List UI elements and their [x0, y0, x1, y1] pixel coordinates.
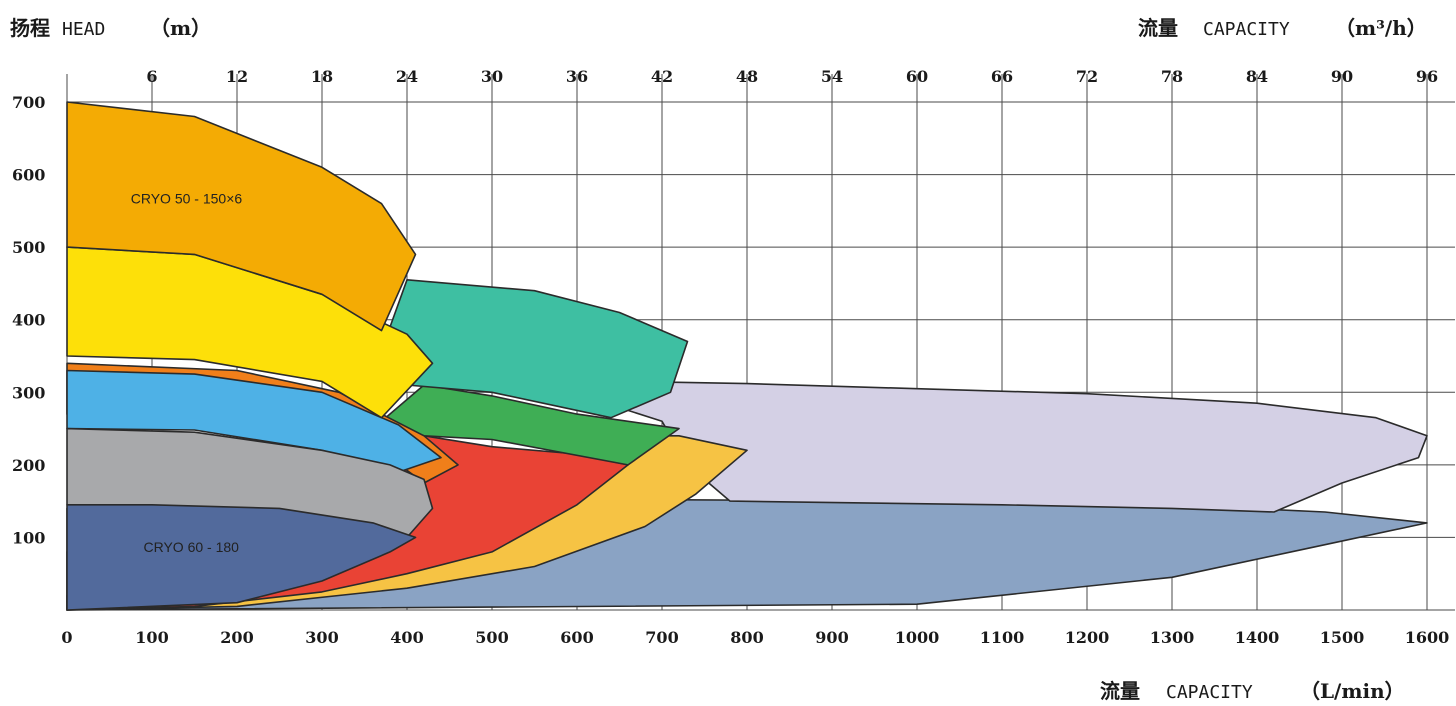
- x-top-tick-label: 48: [736, 67, 758, 86]
- x-top-tick-label: 42: [651, 67, 673, 86]
- y-tick-label: 500: [12, 238, 45, 257]
- x-top-tick-label: 12: [226, 67, 248, 86]
- svg-text:（m³/h）: （m³/h）: [1335, 16, 1427, 40]
- x-top-tick-label: 30: [481, 67, 503, 86]
- zone-label: CRYO 60 - 180: [144, 539, 240, 555]
- x-top-tick-label: 84: [1246, 67, 1268, 86]
- performance-zones: [66, 101, 1428, 611]
- x-bottom-tick-label: 1500: [1320, 628, 1365, 647]
- x-top-tick-label: 96: [1416, 67, 1438, 86]
- x-bottom-tick-label: 700: [645, 628, 678, 647]
- svg-text:（m）: （m）: [150, 16, 211, 40]
- x-bottom-tick-label: 300: [305, 628, 338, 647]
- x-top-tick-label: 90: [1331, 67, 1353, 86]
- y-tick-label: 600: [12, 166, 45, 185]
- svg-text:CAPACITY: CAPACITY: [1166, 682, 1253, 703]
- x-bottom-tick-label: 1100: [980, 628, 1025, 647]
- x-bottom-tick-label: 1400: [1235, 628, 1280, 647]
- y-tick-label: 200: [12, 456, 45, 475]
- x-top-tick-label: 6: [146, 67, 157, 86]
- x-bottom-tick-label: 500: [475, 628, 508, 647]
- performance-zone-5: [380, 384, 680, 466]
- bottom-x-axis-title: 流量 CAPACITY （L/min）: [1100, 679, 1405, 703]
- zone-labels: CRYO 60 - 180 CRYO 50 - 150×6: [131, 191, 243, 555]
- x-bottom-tick-label: 0: [61, 628, 72, 647]
- x-bottom-tick-label: 600: [560, 628, 593, 647]
- zone-label: CRYO 50 - 150×6: [131, 191, 243, 207]
- x-top-tick-label: 66: [991, 67, 1013, 86]
- x-bottom-tick-label: 1000: [895, 628, 940, 647]
- x-bottom-tick-label: 1600: [1405, 628, 1450, 647]
- x-bottom-tick-label: 800: [730, 628, 763, 647]
- x-bottom-tick-label: 100: [135, 628, 168, 647]
- svg-text:HEAD: HEAD: [62, 19, 105, 40]
- x-top-tick-label: 60: [906, 67, 928, 86]
- chart-axes: 100 200 300 400 500 600 700 0 100 200 300 400 500 600…: [12, 67, 1449, 647]
- svg-text:（L/min）: （L/min）: [1300, 679, 1405, 703]
- x-top-tick-label: 24: [396, 67, 418, 86]
- x-top-tick-label: 78: [1161, 67, 1183, 86]
- svg-text:流量: 流量: [1138, 16, 1178, 40]
- y-axis-title: 扬程 HEAD （m）: [10, 16, 211, 40]
- svg-text:流量: 流量: [1100, 679, 1140, 703]
- y-tick-label: 300: [12, 383, 45, 402]
- performance-zone-8: [66, 369, 442, 473]
- y-tick-label: 100: [12, 528, 45, 547]
- x-bottom-tick-label: 200: [220, 628, 253, 647]
- x-top-tick-label: 72: [1076, 67, 1098, 86]
- x-top-tick-label: 54: [821, 67, 843, 86]
- y-tick-label: 400: [12, 311, 45, 330]
- svg-text:CAPACITY: CAPACITY: [1203, 19, 1290, 40]
- x-bottom-tick-label: 900: [815, 628, 848, 647]
- svg-text:扬程: 扬程: [10, 16, 50, 40]
- performance-zone-10: [66, 504, 417, 611]
- performance-zone-6: [389, 279, 689, 419]
- x-bottom-tick-label: 1300: [1150, 628, 1195, 647]
- x-bottom-tick-label: 400: [390, 628, 423, 647]
- x-bottom-tick-label: 1200: [1065, 628, 1110, 647]
- x-top-tick-label: 18: [311, 67, 333, 86]
- x-top-tick-label: 36: [566, 67, 588, 86]
- top-x-axis-title: 流量 CAPACITY （m³/h）: [1138, 16, 1427, 40]
- performance-zone-12: [66, 101, 417, 332]
- y-tick-label: 700: [12, 93, 45, 112]
